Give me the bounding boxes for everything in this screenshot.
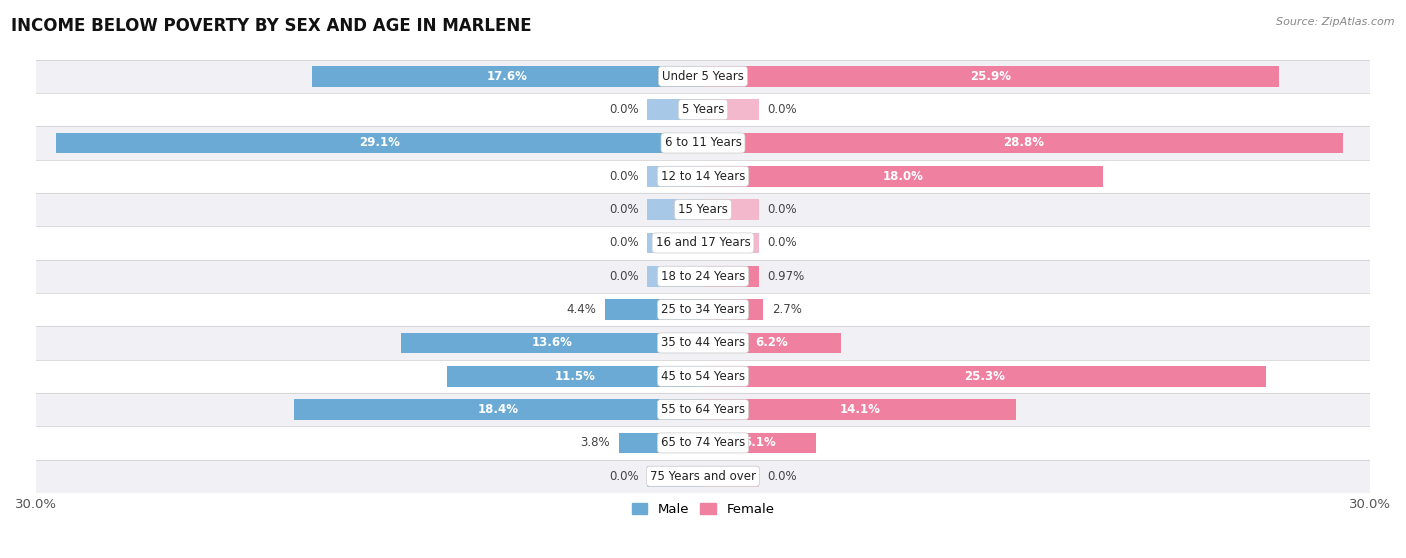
Text: 0.0%: 0.0%: [609, 470, 638, 483]
Text: 13.6%: 13.6%: [531, 336, 572, 349]
Text: 35 to 44 Years: 35 to 44 Years: [661, 336, 745, 349]
Text: 6 to 11 Years: 6 to 11 Years: [665, 137, 741, 150]
Bar: [703, 99, 759, 120]
Text: 11.5%: 11.5%: [555, 370, 596, 383]
Bar: [37, 426, 1369, 460]
Bar: [401, 333, 703, 353]
Bar: [647, 166, 703, 186]
Text: 65 to 74 Years: 65 to 74 Years: [661, 436, 745, 449]
Bar: [703, 233, 759, 253]
Bar: [703, 66, 1279, 86]
Bar: [703, 266, 759, 287]
Bar: [703, 366, 1265, 387]
Legend: Male, Female: Male, Female: [626, 497, 780, 521]
Text: 14.1%: 14.1%: [839, 403, 880, 416]
Text: 18 to 24 Years: 18 to 24 Years: [661, 270, 745, 283]
Text: 0.0%: 0.0%: [609, 103, 638, 116]
Text: Source: ZipAtlas.com: Source: ZipAtlas.com: [1277, 17, 1395, 27]
Bar: [703, 199, 759, 220]
Bar: [37, 460, 1369, 493]
Text: 18.0%: 18.0%: [883, 170, 924, 183]
Text: 0.0%: 0.0%: [768, 470, 797, 483]
Text: 5.1%: 5.1%: [744, 436, 776, 449]
Text: 6.2%: 6.2%: [755, 336, 789, 349]
Bar: [703, 432, 817, 453]
Bar: [37, 293, 1369, 326]
Text: 18.4%: 18.4%: [478, 403, 519, 416]
Text: 4.4%: 4.4%: [567, 303, 596, 316]
Bar: [703, 166, 1104, 186]
Bar: [37, 359, 1369, 393]
Bar: [619, 432, 703, 453]
Text: 0.0%: 0.0%: [609, 170, 638, 183]
Text: 0.0%: 0.0%: [768, 103, 797, 116]
Text: 28.8%: 28.8%: [1002, 137, 1043, 150]
Bar: [37, 160, 1369, 193]
Bar: [37, 93, 1369, 126]
Text: 25.3%: 25.3%: [965, 370, 1005, 383]
Bar: [647, 199, 703, 220]
Text: 25 to 34 Years: 25 to 34 Years: [661, 303, 745, 316]
Text: 3.8%: 3.8%: [581, 436, 610, 449]
Text: 29.1%: 29.1%: [359, 137, 399, 150]
Bar: [37, 126, 1369, 160]
Bar: [37, 326, 1369, 359]
Bar: [447, 366, 703, 387]
Text: 17.6%: 17.6%: [486, 70, 527, 83]
Text: 75 Years and over: 75 Years and over: [650, 470, 756, 483]
Bar: [56, 133, 703, 153]
Bar: [37, 60, 1369, 93]
Bar: [294, 400, 703, 420]
Text: 45 to 54 Years: 45 to 54 Years: [661, 370, 745, 383]
Bar: [647, 233, 703, 253]
Text: 0.0%: 0.0%: [768, 203, 797, 216]
Text: 16 and 17 Years: 16 and 17 Years: [655, 237, 751, 249]
Text: 5 Years: 5 Years: [682, 103, 724, 116]
Bar: [605, 299, 703, 320]
Text: 2.7%: 2.7%: [772, 303, 801, 316]
Text: 0.97%: 0.97%: [768, 270, 804, 283]
Bar: [312, 66, 703, 86]
Bar: [703, 466, 759, 487]
Text: Under 5 Years: Under 5 Years: [662, 70, 744, 83]
Text: 15 Years: 15 Years: [678, 203, 728, 216]
Text: 55 to 64 Years: 55 to 64 Years: [661, 403, 745, 416]
Text: 0.0%: 0.0%: [609, 203, 638, 216]
Bar: [703, 400, 1017, 420]
Text: 0.0%: 0.0%: [768, 237, 797, 249]
Bar: [37, 193, 1369, 227]
Bar: [703, 299, 763, 320]
Text: 0.0%: 0.0%: [609, 237, 638, 249]
Text: 12 to 14 Years: 12 to 14 Years: [661, 170, 745, 183]
Bar: [37, 259, 1369, 293]
Bar: [703, 133, 1343, 153]
Bar: [647, 99, 703, 120]
Text: INCOME BELOW POVERTY BY SEX AND AGE IN MARLENE: INCOME BELOW POVERTY BY SEX AND AGE IN M…: [11, 17, 531, 35]
Bar: [37, 393, 1369, 426]
Bar: [647, 266, 703, 287]
Text: 25.9%: 25.9%: [970, 70, 1011, 83]
Text: 0.0%: 0.0%: [609, 270, 638, 283]
Bar: [703, 333, 841, 353]
Bar: [37, 227, 1369, 259]
Bar: [647, 466, 703, 487]
